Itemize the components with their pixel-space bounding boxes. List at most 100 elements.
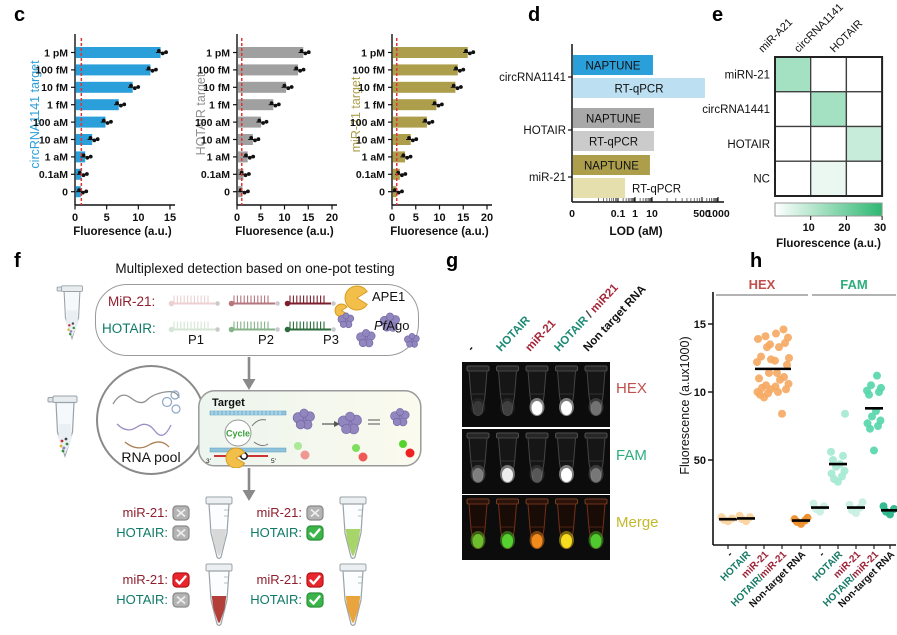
bar-1 pM (237, 47, 304, 58)
replicate-dot (276, 102, 281, 107)
category-label: 100 fM (352, 65, 385, 77)
outcome-mir21-label: miR-21: (256, 572, 302, 587)
svg-text:10: 10 (646, 208, 658, 220)
svg-text:20: 20 (481, 212, 493, 224)
cycle-label: Cycle (226, 429, 250, 439)
category-label: 1 aM (207, 152, 231, 164)
svg-text:15: 15 (302, 212, 314, 224)
replicate-dot (306, 50, 311, 55)
svg-text:0: 0 (234, 212, 240, 224)
replicate-dot (109, 119, 113, 124)
replicate-dot (273, 103, 278, 108)
ape1-icon (344, 285, 370, 316)
x-axis-label: Fluoresence (a.u.) (390, 226, 489, 238)
replicate-dot (303, 51, 308, 56)
bar-1 fM (392, 99, 437, 111)
tube-glow (531, 468, 543, 482)
bar-HOTAIR-RT-qPCR (573, 131, 654, 151)
category-label: 10 fM (41, 82, 68, 94)
target-label: Target (212, 397, 245, 409)
replicate-dot (432, 101, 437, 105)
replicate-dot (298, 68, 303, 73)
probe-label-p3: P3 (323, 332, 339, 347)
reaction-scheme: Target Cycle 3' 5' (198, 390, 422, 469)
replicate-dot (136, 85, 141, 89)
probe-p2-hotair (228, 318, 282, 339)
result-tube-icon (205, 496, 233, 560)
probe-p3-hotair (284, 318, 338, 339)
colorbar (774, 202, 883, 217)
replicate-dot (92, 138, 97, 143)
probe-p3-mir21 (284, 292, 338, 313)
replicate-dot (410, 138, 415, 143)
probe-p1-mir21 (168, 292, 222, 313)
f-sample-tube (46, 394, 84, 465)
h-x-label: - (817, 549, 827, 559)
replicate-dot (408, 154, 413, 159)
probe-glyph (228, 295, 280, 307)
svg-text:5: 5 (413, 212, 419, 224)
tube-glow (561, 468, 572, 482)
probe-label-p2: P2 (258, 332, 274, 347)
outcome-hotair-label: HOTAIR: (250, 525, 302, 540)
data-point (755, 374, 763, 383)
rna-pool-circle: RNA pool (95, 364, 207, 481)
heatmap-row-label: circRNA1441 (702, 104, 770, 116)
data-point (879, 502, 888, 511)
data-point (771, 382, 780, 391)
replicate-dot (105, 121, 110, 125)
checkbox-check-icon (306, 572, 324, 588)
tube-glow (590, 534, 602, 548)
category-label: 10 fM (358, 82, 385, 94)
checkbox-cross-icon (306, 505, 324, 521)
replicate-dot (154, 67, 158, 72)
outcome-mir21-label: miR-21: (256, 505, 302, 520)
result-tube-icon (205, 563, 233, 627)
replicate-dot (81, 173, 86, 178)
panel-label-g: g (446, 250, 459, 272)
replicate-dot (81, 153, 86, 158)
tube-liquid (345, 529, 361, 556)
bar-1 aM (392, 151, 406, 163)
bar-10 aM (392, 134, 411, 145)
replicate-dot (146, 66, 151, 71)
down-arrow-icon (242, 468, 256, 501)
f-pfago-label: PfAgo (374, 318, 410, 333)
group-label: miR-21 (529, 172, 566, 184)
data-point (746, 513, 754, 522)
svg-text:1: 1 (632, 208, 638, 220)
g-col-label: - (465, 343, 477, 354)
pfago-blobs (332, 309, 422, 360)
replicate-dot (427, 121, 431, 125)
g-row-label-FAM: FAM (616, 447, 647, 464)
data-point (775, 343, 783, 352)
replicate-dot (401, 153, 406, 158)
data-point (766, 340, 774, 349)
replicate-dot (299, 49, 304, 53)
data-point (877, 383, 885, 392)
gel-strip-HEX (462, 362, 610, 427)
svg-text:RT-qPCR: RT-qPCR (589, 137, 638, 149)
tube-glow (502, 468, 513, 482)
replicate-dot (247, 155, 252, 160)
tube-glow (531, 534, 543, 548)
outcome-hotair-label: HOTAIR: (116, 592, 168, 607)
gel-strip-fam (462, 429, 610, 499)
svg-text:0: 0 (389, 212, 395, 224)
tube-glow (561, 401, 572, 415)
svg-text:15: 15 (457, 212, 469, 224)
bar-10 fM (237, 81, 287, 93)
outcome-hotair-label: HOTAIR: (250, 592, 302, 607)
data-point (772, 329, 780, 338)
tube-glow (502, 401, 513, 415)
heatmap-row-label: NC (753, 174, 770, 186)
swarm-plot: 15 10 50 HEX FAM - HOTAIR miR-21 HOTAIR/miR-21 No… (690, 262, 897, 635)
g-column-labels: - HOTAIR miR-21 HOTAIR / miR21 Non target RN… (450, 248, 695, 365)
heatmap: miR-A21circRNA1141HOTAIRmiRN-21circRNA14… (702, 1, 886, 250)
panel-label-c: c (14, 4, 26, 26)
data-point (780, 373, 788, 382)
tube-glow (472, 401, 484, 415)
replicate-dot (239, 170, 244, 175)
category-label: 10 aM (39, 134, 68, 146)
data-point (783, 360, 791, 369)
